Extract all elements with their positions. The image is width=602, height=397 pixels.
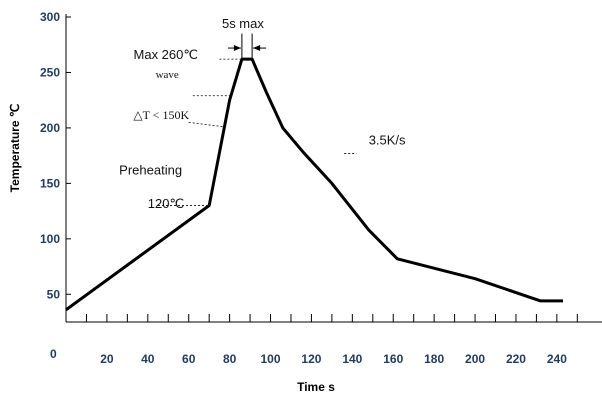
annotation-5s-max: 5s max [222, 16, 264, 31]
series-line-0 [65, 57, 563, 312]
series-layer [65, 57, 563, 312]
y-tick-label-250: 250 [40, 65, 60, 79]
x-tick-label-180: 180 [424, 352, 444, 366]
axes [65, 14, 602, 323]
x-axis-title: Time s [297, 380, 335, 394]
x-tick-label-80: 80 [223, 352, 237, 366]
annotation-max-260: Max 260℃ [134, 47, 198, 62]
axis-ticks [66, 16, 578, 322]
tick-labels: 50 100 150 200 250 300 20 40 60 80 100 120 140 160 180… [40, 10, 567, 366]
leader-line-2 [188, 121, 224, 128]
annotation-preheating: Preheating [119, 162, 182, 177]
y-tick-label-200: 200 [40, 121, 60, 135]
x-tick-label-240: 240 [547, 352, 567, 366]
y-tick-label-150: 150 [40, 176, 60, 190]
annotation-layer: 5s max Max 260℃ wave △T < 150K 3.5K/s Preheat… [119, 16, 406, 211]
annotation-wave: wave [156, 69, 179, 81]
x-tick-label-20: 20 [100, 352, 114, 366]
x-tick-label-160: 160 [383, 352, 403, 366]
y-tick-label-300: 300 [40, 10, 60, 24]
x-tick-label-60: 60 [182, 352, 196, 366]
x-tick-label-120: 120 [301, 352, 321, 366]
x-tick-label-200: 200 [465, 352, 485, 366]
y-tick-label-50: 50 [47, 287, 61, 301]
annotation-120: 120℃ [148, 196, 184, 211]
x-tick-label-140: 140 [342, 352, 362, 366]
x-tick-label-220: 220 [506, 352, 526, 366]
x-tick-label-100: 100 [261, 352, 281, 366]
annotation-cooling-rate: 3.5K/s [369, 133, 406, 148]
y-tick-label-100: 100 [40, 232, 60, 246]
origin-label: 0 [50, 347, 57, 361]
annotation-delta-t: △T < 150K [133, 108, 189, 122]
y-axis-title: Temperature ℃ [8, 104, 22, 193]
x-tick-label-40: 40 [141, 352, 155, 366]
